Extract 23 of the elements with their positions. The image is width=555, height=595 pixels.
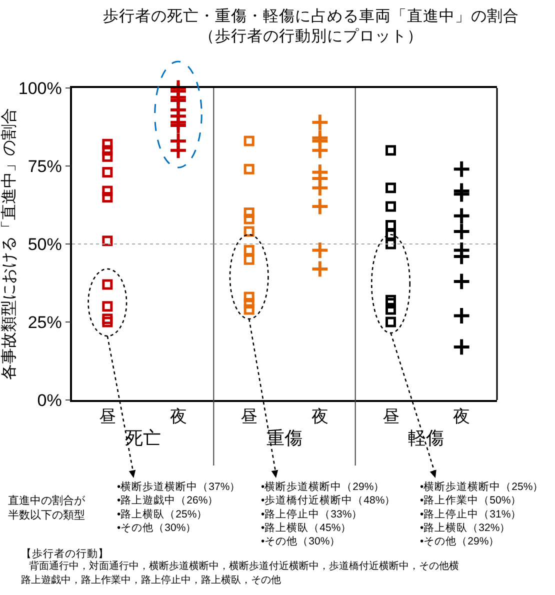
x-tick-label: 昼 bbox=[98, 407, 116, 426]
x-tick-label: 夜 bbox=[170, 407, 187, 426]
y-tick-label: 25% bbox=[28, 312, 62, 332]
y-tick-label: 75% bbox=[28, 156, 62, 176]
x-axis-title: 重傷 bbox=[266, 428, 302, 448]
text: •横断歩道横断中（25%） •路上作業中（50%） •路上停止中（31%） •路上横臥（32%） •その他（29%） bbox=[420, 480, 544, 548]
y-axis-title: 各事故類型における「直進中」の割合 bbox=[0, 108, 18, 380]
y-tick-label: 0% bbox=[37, 390, 62, 410]
text: 路上遊戯中，路上作業中，路上停止中，路上横臥，その他 bbox=[21, 574, 281, 586]
text: 直進中の割合が半数以下の類型 bbox=[8, 494, 86, 522]
x-tick-label: 夜 bbox=[311, 407, 328, 426]
x-axis-title: 軽傷 bbox=[408, 428, 444, 448]
x-tick-label: 夜 bbox=[453, 407, 470, 426]
y-tick-label: 50% bbox=[28, 234, 62, 254]
x-axis-title: 死亡 bbox=[124, 428, 161, 448]
x-tick-label: 昼 bbox=[240, 407, 258, 426]
text: •横断歩道横断中（29%） •歩道橋付近横断中（48%） •路上停止中（33%） •路上横臥（45%） •その他（30%） bbox=[261, 480, 396, 548]
text: •横断歩道横断中（37%） •路上遊戯中（26%） •路上横臥（25%） •その他（30%） bbox=[117, 480, 241, 534]
x-tick-label: 昼 bbox=[382, 407, 400, 426]
text: 背面通行中，対面通行中，横断歩道横断中，横断歩道付近横断中，歩道橋付近横断中，その他横 bbox=[29, 560, 459, 572]
text: 歩行者の死亡・重傷・軽傷に占める車両「直進中」の割合（歩行者の行動別にプロット） bbox=[102, 6, 519, 45]
y-tick-label: 100% bbox=[18, 78, 62, 98]
text: 【歩行者の行動】 bbox=[21, 547, 109, 560]
